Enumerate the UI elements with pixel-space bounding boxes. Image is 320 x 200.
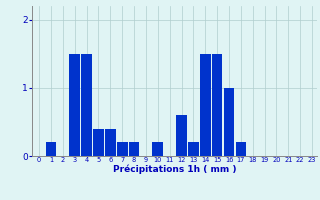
Bar	[236, 142, 246, 156]
Bar	[200, 54, 211, 156]
Bar	[152, 142, 163, 156]
Bar	[69, 54, 80, 156]
Bar	[93, 129, 104, 156]
X-axis label: Précipitations 1h ( mm ): Précipitations 1h ( mm )	[113, 164, 236, 174]
Bar	[105, 129, 116, 156]
Bar	[224, 88, 234, 156]
Bar	[129, 142, 140, 156]
Bar	[81, 54, 92, 156]
Bar	[117, 142, 128, 156]
Bar	[176, 115, 187, 156]
Bar	[212, 54, 222, 156]
Bar	[46, 142, 56, 156]
Bar	[188, 142, 199, 156]
